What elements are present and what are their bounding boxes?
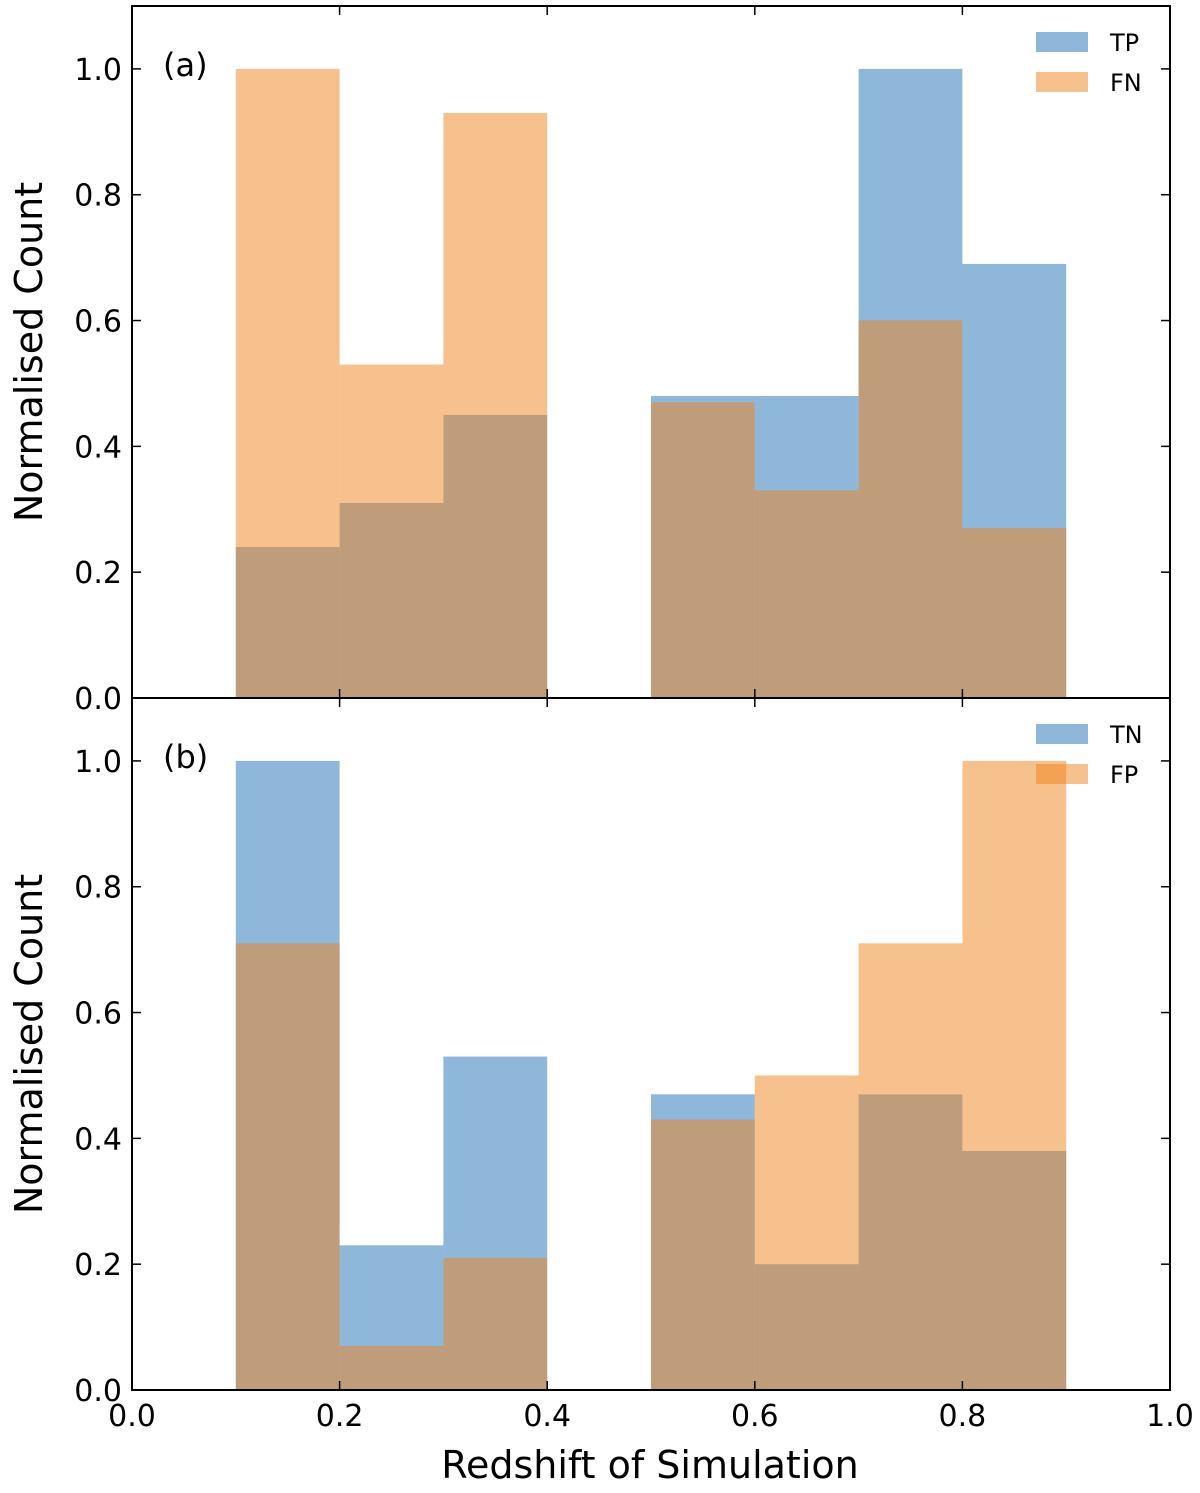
panel-a: 0.0 0.2 0.4 0.6 0.8 1.0 Normalised Count (a) TP F… bbox=[7, 5, 1171, 717]
y-tick-label: 0.6 bbox=[74, 997, 122, 1032]
legend-label-fp: FP bbox=[1110, 761, 1138, 789]
bar-fn-2 bbox=[443, 112, 548, 699]
legend-swatch-fn bbox=[1036, 72, 1088, 92]
y-tick-label: 0.6 bbox=[74, 305, 122, 340]
panel-label: (b) bbox=[163, 738, 208, 776]
x-tick-label: 0.0 bbox=[108, 1399, 156, 1434]
y-tick-label: 0.0 bbox=[74, 1374, 122, 1409]
bar-fn-0 bbox=[235, 68, 340, 699]
x-axis-title: Redshift of Simulation bbox=[441, 1443, 858, 1487]
x-tick-label: 0.2 bbox=[316, 1399, 364, 1434]
bar-fn-7 bbox=[962, 528, 1067, 698]
legend-label-fn: FN bbox=[1110, 69, 1142, 97]
legend-label-tp: TP bbox=[1109, 29, 1139, 57]
legend-swatch-tn bbox=[1036, 724, 1088, 744]
bar-fn-1 bbox=[339, 364, 444, 698]
y-axis-title: Normalised Count bbox=[7, 874, 51, 1214]
x-tick-label: 0.8 bbox=[939, 1399, 987, 1434]
x-tick-label: 1.0 bbox=[1146, 1399, 1194, 1434]
bar-fp-0 bbox=[235, 943, 340, 1390]
legend-swatch-tp bbox=[1036, 32, 1088, 52]
bar-fp-5 bbox=[754, 1075, 859, 1390]
bar-fp-2 bbox=[443, 1257, 548, 1390]
bar-fp-6 bbox=[858, 943, 963, 1390]
y-tick-label: 0.8 bbox=[74, 871, 122, 906]
y-tick-label: 0.4 bbox=[74, 1122, 122, 1157]
y-tick-label: 1.0 bbox=[74, 745, 122, 780]
legend-swatch-fp bbox=[1036, 764, 1088, 784]
y-tick-label: 0.2 bbox=[74, 1248, 122, 1283]
panel-label: (a) bbox=[163, 46, 208, 84]
y-tick-label: 0.0 bbox=[74, 682, 122, 717]
bar-fp-4 bbox=[651, 1119, 755, 1390]
axes-frame bbox=[131, 697, 1171, 1391]
legend-label-tn: TN bbox=[1109, 721, 1143, 749]
y-tick-label: 1.0 bbox=[74, 53, 122, 88]
panel-b: 0.0 0.2 0.4 0.6 0.8 1.0 0.0 0.2 0.4 0.6 0.8 1.0 Norm… bbox=[7, 697, 1194, 1434]
y-axis-title: Normalised Count bbox=[7, 182, 51, 522]
x-tick-label: 0.6 bbox=[731, 1399, 779, 1434]
bar-fn-5 bbox=[754, 490, 859, 698]
y-tick-label: 0.8 bbox=[74, 179, 122, 214]
bar-fp-1 bbox=[339, 1345, 444, 1390]
y-tick-label: 0.4 bbox=[74, 430, 122, 465]
y-tick-label: 0.2 bbox=[74, 556, 122, 591]
bar-fn-4 bbox=[651, 402, 755, 698]
bar-fn-6 bbox=[858, 320, 963, 698]
x-tick-label: 0.4 bbox=[523, 1399, 571, 1434]
bar-fp-7 bbox=[962, 760, 1067, 1390]
